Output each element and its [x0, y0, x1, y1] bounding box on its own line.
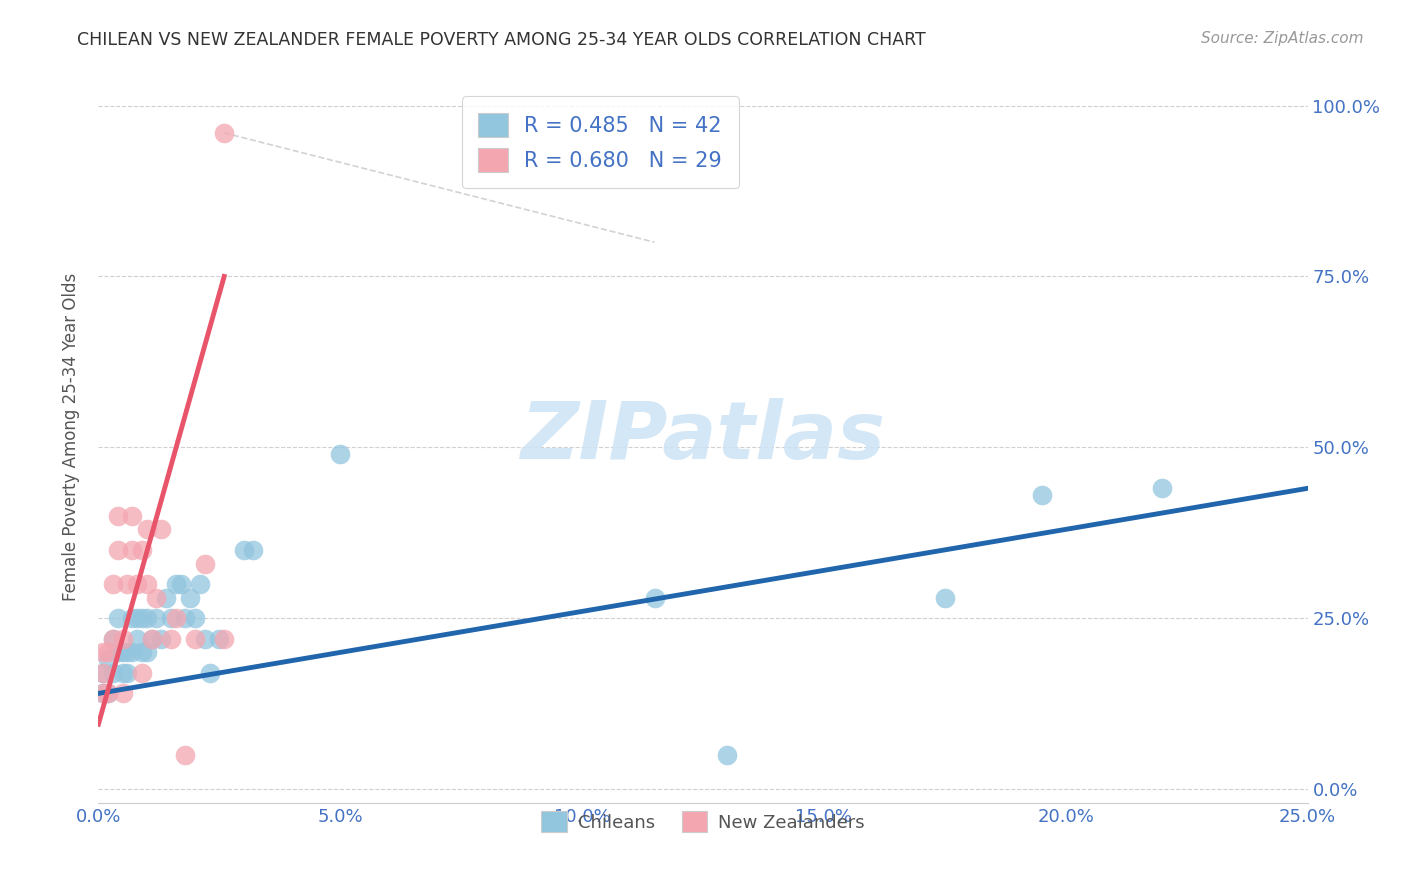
Point [91, 645, 114, 659]
Point [174, 611, 197, 625]
Point [934, 591, 956, 605]
Point [131, 542, 153, 557]
Point [194, 632, 217, 646]
Text: CHILEAN VS NEW ZEALANDER FEMALE POVERTY AMONG 25-34 YEAR OLDS CORRELATION CHART: CHILEAN VS NEW ZEALANDER FEMALE POVERTY … [77, 31, 927, 49]
Point [97, 652, 120, 666]
Point [111, 645, 134, 659]
Point [121, 508, 143, 523]
Point [160, 632, 183, 646]
Point [127, 611, 149, 625]
Point [329, 447, 352, 461]
Point [121, 645, 143, 659]
Point [131, 645, 153, 659]
Point [188, 577, 211, 591]
Y-axis label: Female Poverty Among 25-34 Year Olds: Female Poverty Among 25-34 Year Olds [62, 273, 80, 601]
Point [91, 686, 114, 700]
Point [145, 611, 167, 625]
Point [174, 747, 197, 762]
Point [117, 577, 139, 591]
Point [121, 611, 143, 625]
Point [117, 665, 139, 680]
Point [1031, 488, 1053, 502]
Point [212, 632, 235, 646]
Point [184, 611, 207, 625]
Point [141, 632, 163, 646]
Point [242, 542, 264, 557]
Point [160, 611, 183, 625]
Point [107, 645, 129, 659]
Point [184, 632, 207, 646]
Point [101, 632, 124, 646]
Point [141, 632, 163, 646]
Point [101, 665, 124, 680]
Legend: Chileans, New Zealanders: Chileans, New Zealanders [529, 799, 877, 845]
Text: Source: ZipAtlas.com: Source: ZipAtlas.com [1201, 31, 1364, 46]
Point [135, 577, 157, 591]
Point [121, 542, 143, 557]
Point [135, 611, 157, 625]
Point [208, 632, 231, 646]
Point [91, 665, 114, 680]
Point [111, 686, 134, 700]
Point [107, 542, 129, 557]
Point [101, 577, 124, 591]
Point [127, 577, 149, 591]
Point [127, 632, 149, 646]
Point [145, 591, 167, 605]
Text: ZIPatlas: ZIPatlas [520, 398, 886, 476]
Point [169, 577, 191, 591]
Point [150, 522, 173, 536]
Point [194, 557, 217, 571]
Point [107, 508, 129, 523]
Point [91, 686, 114, 700]
Point [117, 645, 139, 659]
Point [232, 542, 254, 557]
Point [150, 632, 173, 646]
Point [155, 591, 177, 605]
Point [91, 665, 114, 680]
Point [212, 126, 235, 140]
Point [111, 632, 134, 646]
Point [644, 591, 666, 605]
Point [131, 611, 153, 625]
Point [101, 632, 124, 646]
Point [131, 665, 153, 680]
Point [1152, 481, 1174, 495]
Point [97, 686, 120, 700]
Point [716, 747, 738, 762]
Point [198, 665, 221, 680]
Point [97, 645, 120, 659]
Point [179, 591, 201, 605]
Point [165, 577, 187, 591]
Point [107, 611, 129, 625]
Point [135, 645, 157, 659]
Point [111, 665, 134, 680]
Point [97, 686, 120, 700]
Point [165, 611, 187, 625]
Point [135, 522, 157, 536]
